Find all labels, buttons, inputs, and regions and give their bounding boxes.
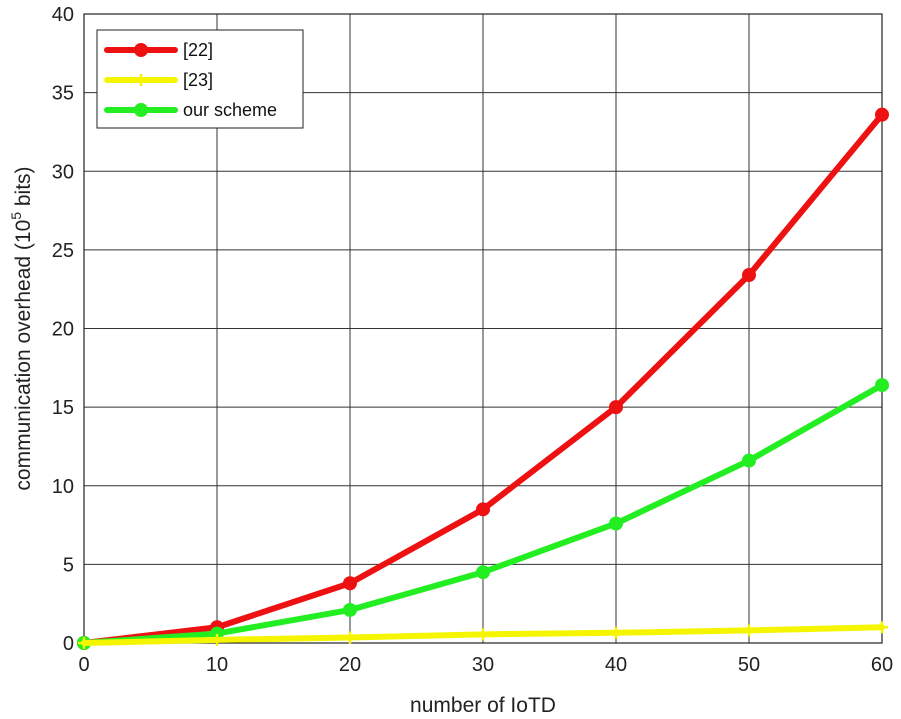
grid: [83, 13, 883, 644]
data-point: [742, 268, 756, 283]
y-axis-label-suffix: bits): [12, 166, 35, 212]
axis-ticks: 0 10 20 30 40 50 60 0 5 10 15 20 25 30 35 40: [52, 4, 893, 676]
series-2: [77, 378, 889, 650]
x-tick-label: 0: [78, 654, 89, 676]
data-point: [344, 631, 356, 644]
legend-item: [22]: [104, 40, 213, 60]
y-tick-label: 15: [52, 397, 74, 419]
data-point: [876, 621, 888, 634]
y-tick-label: 0: [63, 633, 74, 655]
legend-marker: [134, 103, 148, 117]
data-point: [211, 633, 223, 646]
legend-item: [23]: [104, 70, 213, 90]
data-point: [476, 565, 490, 580]
data-point: [477, 628, 489, 641]
legend: [22] [23] our scheme: [96, 29, 304, 129]
y-tick-label: 25: [52, 240, 74, 262]
data-point: [742, 453, 756, 468]
legend-marker: [135, 74, 147, 86]
legend-marker: [134, 43, 148, 57]
data-point: [875, 107, 889, 122]
legend-label: [23]: [183, 70, 213, 90]
x-tick-label: 20: [339, 654, 361, 676]
data-point: [875, 378, 889, 393]
x-tick-label: 60: [871, 654, 893, 676]
data-point: [343, 602, 357, 617]
legend-label: our scheme: [183, 100, 277, 120]
data-point: [609, 516, 623, 531]
plot-area-frame: [83, 13, 883, 644]
data-point: [743, 624, 755, 637]
legend-item: our scheme: [104, 100, 277, 120]
y-tick-label: 40: [52, 4, 74, 26]
y-tick-label: 10: [52, 476, 74, 498]
y-axis-label: communication overhead (105 bits): [8, 166, 35, 490]
legend-label: [22]: [183, 40, 213, 60]
y-tick-label: 5: [63, 554, 74, 576]
x-axis-label: number of IoTD: [410, 694, 556, 717]
y-axis-label-prefix: communication overhead (10: [12, 220, 35, 491]
y-tick-label: 35: [52, 83, 74, 105]
x-tick-label: 40: [605, 654, 627, 676]
y-tick-label: 20: [52, 319, 74, 341]
x-tick-label: 30: [472, 654, 494, 676]
data-point: [610, 626, 622, 639]
y-axis-label-exponent: 5: [8, 212, 24, 220]
x-tick-label: 10: [206, 654, 228, 676]
data-point: [609, 400, 623, 415]
data-point: [343, 576, 357, 591]
series-lines: [77, 107, 889, 650]
x-tick-label: 50: [738, 654, 760, 676]
y-tick-label: 30: [52, 161, 74, 183]
data-point: [476, 502, 490, 517]
data-point: [78, 637, 90, 649]
series-1: [78, 621, 888, 649]
